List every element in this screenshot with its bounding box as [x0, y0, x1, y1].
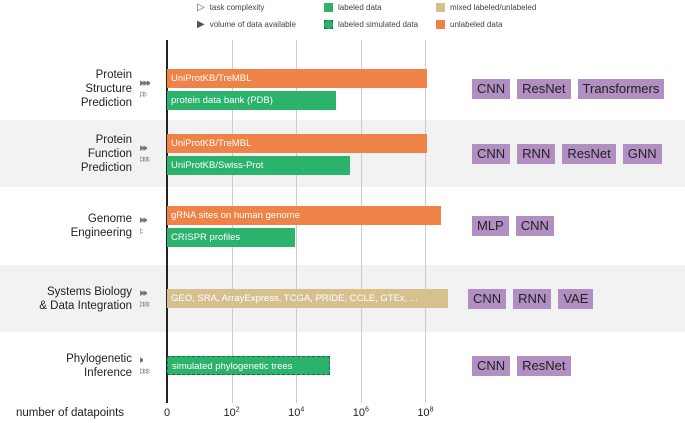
indicator-arrows: ▶▶ ▷▷▷ — [140, 144, 164, 166]
method-tag: Transformers — [577, 78, 665, 99]
method-tag: CNN — [515, 216, 554, 236]
x-tick-label: 106 — [352, 406, 369, 419]
tick-exponent: 6 — [364, 406, 369, 414]
filled-triangle-icon: ▶ — [197, 19, 205, 30]
volume-icon: ▶▶ — [140, 216, 147, 224]
legend-item: labeled simulated data — [324, 19, 418, 30]
row-label-line: Prediction — [80, 161, 132, 174]
row-label-line: Function — [87, 147, 132, 160]
method-tags: MLP CNN — [472, 216, 554, 236]
row-label-line: Systems Biology — [46, 285, 132, 298]
legend-label: task complexity — [209, 3, 265, 12]
method-tags: CNN RNN ResNet GNN — [472, 143, 662, 164]
method-tag: CNN — [472, 143, 511, 164]
method-tag: RNN — [513, 288, 552, 309]
row-label-line: Prediction — [80, 96, 132, 109]
bar-unlabeled: UniProtKB/TreMBL — [167, 68, 427, 88]
legend-item: ▷ task complexity — [197, 2, 264, 13]
row-label-line: Phylogenetic — [66, 353, 132, 365]
method-tags: CNN RNN VAE — [468, 288, 594, 309]
x-tick-label: 108 — [417, 406, 434, 419]
row-label-line: Structure — [85, 82, 132, 95]
row-label: Phylogenetic Inference — [66, 352, 132, 380]
bar-labeled: protein data bank (PDB) — [167, 90, 336, 110]
complexity-icon: ▷▷▷ — [140, 367, 151, 375]
bar-simulated: simulated phylogenetic trees — [167, 356, 330, 375]
legend-item: unlabeled data — [436, 19, 503, 30]
x-tick-label: 0 — [163, 407, 171, 419]
row-label-line: Genome — [87, 213, 132, 225]
method-tag: GNN — [622, 143, 662, 164]
legend-label: labeled simulated data — [338, 20, 419, 29]
legend-label: unlabeled data — [450, 20, 503, 29]
method-tag: MLP — [472, 216, 509, 236]
complexity-icon: ▷▷▷ — [140, 154, 151, 163]
complexity-icon: ▷▷ — [140, 89, 147, 98]
x-axis-line — [166, 40, 168, 403]
indicator-arrows: ▶▶▶ ▷▷ — [140, 79, 164, 101]
method-tags: CNN ResNet — [472, 356, 571, 376]
volume-icon: ▶▶ — [140, 288, 147, 297]
row-label: Genome Engineering — [71, 212, 132, 240]
indicator-arrows: ▶ ▷▷▷ — [140, 356, 164, 378]
complexity-icon: ▷▷▷ — [140, 299, 151, 308]
x-axis-label: number of datapoints — [16, 407, 125, 419]
method-tag: CNN — [472, 78, 511, 99]
legend-label: volume of data available — [209, 20, 296, 29]
legend-swatch — [436, 3, 445, 12]
method-tag: RNN — [517, 143, 556, 164]
bar-mixed: GEO, SRA, ArrayExpress, TCGA, PRIDE, CCL… — [167, 288, 448, 308]
legend-swatch — [324, 20, 333, 29]
bar-labeled: CRISPR profiles — [167, 228, 295, 247]
bar-unlabeled: UniProtKB/TreMBL — [167, 133, 427, 153]
legend-label: mixed labeled/unlabeled — [450, 3, 537, 12]
legend-swatch — [324, 3, 333, 12]
row-label-line: Engineering — [70, 227, 132, 239]
row-label: Protein Function Prediction — [81, 133, 132, 175]
legend-item: mixed labeled/unlabeled — [436, 2, 536, 13]
method-tag: CNN — [468, 288, 507, 309]
method-tag: ResNet — [562, 143, 616, 164]
row-label: Protein Structure Prediction — [81, 68, 132, 110]
legend-label: labeled data — [338, 3, 382, 12]
method-tag: ResNet — [517, 78, 571, 99]
method-tag: CNN — [472, 356, 511, 376]
method-tag: VAE — [558, 288, 594, 309]
x-tick-label: 104 — [288, 406, 305, 419]
row-label: Systems Biology & Data Integration — [39, 285, 132, 313]
indicator-arrows: ▶▶ ▷▷▷ — [140, 289, 164, 311]
row-label-line: Inference — [84, 367, 132, 379]
row-label-line: Protein — [95, 133, 132, 146]
bar-unlabeled: gRNA sites on human genome — [167, 206, 441, 225]
tick-exponent: 8 — [429, 406, 434, 414]
legend-item: ▶ volume of data available — [197, 19, 296, 30]
tick-exponent: 4 — [300, 406, 305, 414]
volume-icon: ▶▶▶ — [140, 78, 151, 87]
row-label-line: & Data Integration — [39, 299, 132, 312]
row-label-line: Protein — [95, 68, 132, 81]
indicator-arrows: ▶▶ ▷ — [140, 216, 164, 238]
tick-exponent: 2 — [235, 406, 240, 414]
legend-swatch — [436, 20, 445, 29]
legend-item: labeled data — [324, 2, 382, 13]
x-tick-label: 102 — [223, 406, 240, 419]
complexity-icon: ▷ — [140, 227, 144, 235]
bar-labeled: UniProtKB/Swiss-Prot — [167, 155, 350, 175]
volume-icon: ▶▶ — [140, 143, 147, 152]
method-tag: ResNet — [517, 356, 571, 376]
method-tags: CNN ResNet Transformers — [472, 78, 665, 99]
outline-triangle-icon: ▷ — [197, 2, 205, 13]
volume-icon: ▶ — [140, 356, 144, 364]
